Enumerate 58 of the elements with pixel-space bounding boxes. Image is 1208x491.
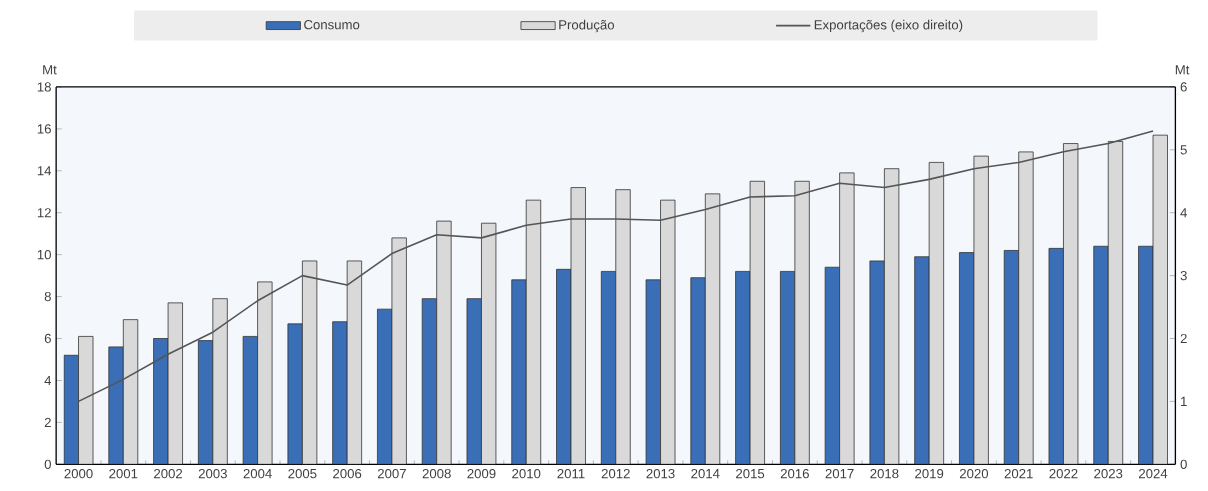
x-tick-label: 2003 [198,468,227,479]
x-tick-label: 2014 [691,468,720,479]
bar [794,180,810,465]
y2-tick-label: 6 [1180,82,1187,92]
x-tick-label: 2008 [422,468,451,479]
y-tick-label: 18 [37,82,51,92]
y-tick-label: 16 [37,124,51,134]
x-tick-label: 2021 [1004,468,1033,479]
x-tick-label: 2002 [154,468,183,479]
bar [914,256,930,465]
y-tick-label: 10 [37,250,51,260]
x-tick-label: 2007 [377,468,406,479]
x-tick-label: 2022 [1049,468,1078,479]
x-tick-label: 2016 [780,468,809,479]
legend-label: Consumo [304,20,360,30]
x-tick-label: 2000 [64,468,93,479]
x-tick-label: 2020 [959,468,989,479]
y2-axis-title: Mt [1175,65,1190,75]
x-tick-label: 2011 [557,468,585,479]
bar [212,298,228,465]
bar [511,279,527,465]
y2-tick-label: 2 [1180,333,1187,344]
x-tick-label: 2012 [601,468,630,479]
x-tick-label: 2015 [736,468,765,479]
x-tick-label: 2005 [288,468,317,479]
bar [690,277,706,465]
x-tick-label: 2023 [1094,468,1123,479]
y-tick-label: 4 [44,375,52,385]
x-tick-label: 2001 [109,468,138,479]
y2-tick-label: 0 [1180,459,1187,469]
y-tick-label: 14 [37,166,52,176]
x-tick-label: 2019 [915,468,944,479]
x-tick-label: 2004 [243,468,272,479]
x-tick-label: 2009 [467,468,496,479]
x-tick-label: 2006 [333,468,362,479]
x-tick-label: 2013 [646,468,675,479]
legend-label: Exportações (eixo direito) [814,19,963,33]
x-tick-label: 2018 [870,468,899,479]
y-tick-label: 12 [37,208,51,218]
bar [436,220,452,465]
bar [1093,245,1109,465]
y-axis-title: Mt [43,65,57,75]
y2-tick-label: 1 [1181,396,1187,406]
bar [1018,151,1034,465]
bar [615,189,631,465]
x-tick-label: 2024 [1139,468,1168,479]
x-tick-label: 2010 [512,468,541,479]
y-tick-label: 6 [44,333,51,344]
x-tick-label: 2017 [825,468,854,479]
y2-tick-label: 4 [1180,208,1187,218]
y2-tick-label: 3 [1180,270,1187,281]
legend-label: Produção [559,19,615,33]
y-tick-label: 2 [44,417,51,427]
y2-tick-label: 5 [1180,145,1187,155]
y-tick-label: 8 [44,291,51,302]
bar [108,346,124,465]
line-series [77,130,1154,403]
y-tick-label: 0 [44,459,51,469]
